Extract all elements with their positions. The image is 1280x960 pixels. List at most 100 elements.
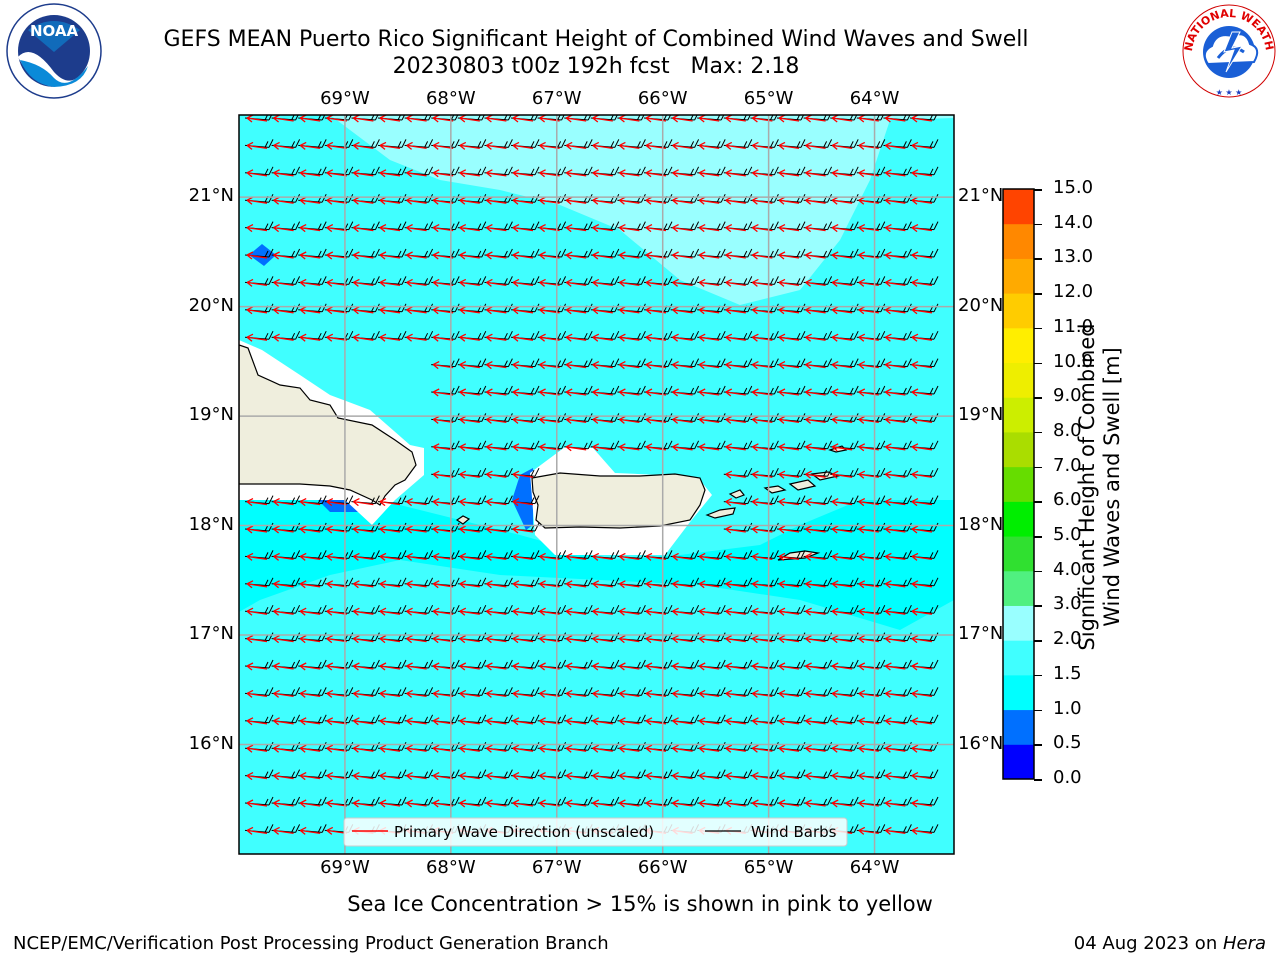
wind-wave-glyph: [404, 139, 434, 150]
wave-direction-arrow: [592, 772, 613, 781]
wave-direction-arrow: [725, 224, 746, 233]
wave-direction-arrow: [273, 799, 294, 808]
wave-direction-arrow: [911, 443, 933, 452]
wave-direction-arrow: [858, 525, 879, 534]
wave-direction-arrow: [246, 717, 268, 726]
wave-direction-arrow: [246, 278, 268, 287]
wind-wave-glyph: [909, 166, 939, 178]
wave-direction-arrow: [618, 415, 640, 424]
wind-wave-glyph: [803, 577, 833, 589]
wave-direction-arrow: [565, 333, 587, 342]
wave-direction-arrow: [485, 772, 507, 781]
wave-direction-arrow: [565, 662, 587, 671]
wave-direction-arrow: [326, 552, 347, 561]
wind-wave-glyph: [856, 139, 886, 150]
wind-wave-glyph: [564, 604, 593, 616]
wave-height-0.5-1.0-spot: [512, 468, 533, 530]
wind-wave-glyph: [830, 221, 859, 233]
wave-direction-arrow: [618, 744, 640, 753]
wind-wave-glyph: [484, 659, 513, 671]
wind-wave-glyph: [723, 796, 753, 808]
wave-direction-arrow: [725, 388, 746, 397]
wind-wave-glyph: [776, 495, 806, 507]
colorbar-tick-label: 15.0: [1053, 177, 1094, 198]
wave-direction-arrow: [299, 662, 321, 671]
wave-direction-arrow: [379, 224, 401, 233]
wave-direction-arrow: [805, 388, 826, 397]
wind-wave-glyph: [883, 824, 912, 835]
wave-direction-arrow: [459, 717, 480, 726]
latitude-label-left: 21°N: [188, 185, 234, 207]
wave-direction-arrow: [778, 443, 800, 452]
wind-wave-glyph: [484, 440, 513, 452]
colorbar-segment: [1003, 223, 1034, 259]
wave-direction-arrow: [592, 635, 613, 644]
wind-wave-glyph: [856, 385, 886, 397]
wave-direction-arrow: [884, 826, 906, 835]
wave-direction-arrow: [432, 662, 454, 671]
wave-direction-arrow: [778, 498, 800, 507]
wave-direction-arrow: [432, 689, 454, 698]
wave-direction-arrow: [273, 498, 294, 507]
wave-direction-arrow: [831, 141, 853, 150]
wave-direction-arrow: [512, 333, 534, 342]
wind-wave-glyph: [510, 385, 540, 397]
wave-direction-arrow: [485, 689, 507, 698]
wind-wave-glyph: [776, 276, 806, 287]
wave-direction-arrow: [352, 141, 374, 150]
wave-direction-arrow: [299, 689, 321, 698]
wave-direction-arrow: [459, 415, 480, 424]
wind-wave-glyph: [856, 577, 886, 589]
wind-wave-glyph: [298, 248, 327, 260]
wave-direction-arrow: [831, 580, 853, 589]
wave-direction-arrow: [778, 169, 800, 178]
wave-direction-arrow: [831, 607, 853, 616]
wave-direction-arrow: [725, 498, 746, 507]
wave-direction-arrow: [831, 717, 853, 726]
wind-wave-glyph: [697, 604, 726, 616]
wind-wave-glyph: [670, 632, 700, 644]
wind-wave-glyph: [617, 577, 646, 589]
footer-date-text: 04 Aug 2023 on: [1073, 933, 1223, 954]
wave-direction-arrow: [858, 278, 879, 287]
wind-wave-glyph: [271, 276, 301, 287]
colorbar-segment: [1003, 362, 1034, 398]
wave-direction-arrow: [725, 744, 746, 753]
wave-direction-arrow: [858, 388, 879, 397]
wind-wave-glyph: [830, 604, 859, 616]
wave-direction-arrow: [273, 635, 294, 644]
wind-wave-glyph: [617, 796, 646, 808]
wind-wave-glyph: [670, 796, 700, 808]
map-title: GEFS MEAN Puerto Rico Significant Height…: [163, 27, 1029, 52]
wind-wave-glyph: [457, 577, 487, 589]
wind-wave-glyph: [457, 276, 487, 287]
wave-direction-arrow: [512, 251, 534, 260]
wave-direction-arrow: [805, 525, 826, 534]
wave-direction-arrow: [299, 580, 321, 589]
wave-direction-arrow: [672, 635, 693, 644]
wind-wave-glyph: [590, 385, 620, 397]
wave-direction-arrow: [485, 224, 507, 233]
wave-direction-arrow: [805, 224, 826, 233]
wind-wave-glyph: [377, 687, 407, 698]
wind-wave-glyph: [271, 714, 301, 726]
wind-wave-glyph: [909, 522, 939, 534]
wave-direction-arrow: [246, 772, 268, 781]
colorbar-tick-mark: [1034, 258, 1042, 260]
colorbar-tick-mark: [1034, 466, 1042, 469]
wave-direction-arrow: [565, 607, 587, 616]
wind-wave-glyph: [830, 115, 858, 123]
wave-direction-arrow: [805, 580, 826, 589]
wave-direction-arrow: [352, 744, 374, 753]
wind-wave-glyph: [670, 550, 700, 561]
wind-wave-glyph: [803, 166, 833, 178]
wave-direction-arrow: [246, 607, 268, 616]
wave-direction-arrow: [911, 525, 933, 534]
wind-wave-glyph: [697, 632, 726, 644]
wind-wave-glyph: [271, 166, 301, 178]
wind-wave-glyph: [537, 796, 567, 808]
wave-direction-arrow: [831, 333, 853, 342]
wave-direction-arrow: [592, 251, 613, 260]
wave-direction-arrow: [858, 141, 879, 150]
wave-direction-arrow: [406, 525, 427, 534]
